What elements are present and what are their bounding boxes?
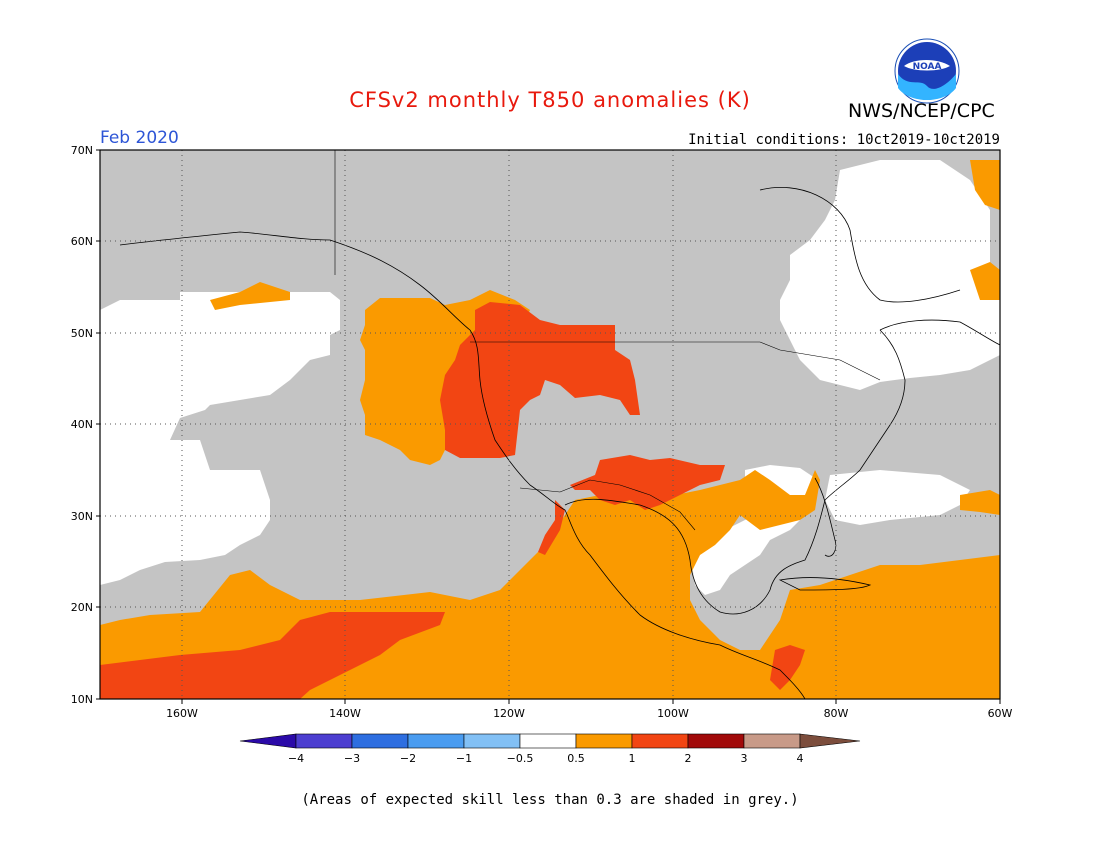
colorbar-cell-7 bbox=[687, 733, 745, 749]
coastline-gulf bbox=[564, 329, 906, 615]
lon-label-60w: 60W bbox=[988, 707, 1013, 720]
lon-label-140w: 140W bbox=[329, 707, 361, 720]
lat-label-70n: 70N bbox=[71, 144, 93, 157]
colorbar-label-2: −2 bbox=[400, 752, 416, 765]
lon-label-160w: 160W bbox=[166, 707, 198, 720]
forecast-period: Feb 2020 bbox=[100, 128, 179, 148]
lat-label-20n: 20N bbox=[71, 601, 93, 614]
colorbar-label-1: −3 bbox=[344, 752, 360, 765]
noaa-logo: NOAA bbox=[894, 38, 960, 104]
colorbar-label-0: −4 bbox=[288, 752, 304, 765]
coastline-hudson-bay bbox=[759, 187, 961, 303]
agency-label: NWS/NCEP/CPC bbox=[848, 100, 995, 122]
colorbar: −4 −3 −2 −1 −0.5 0.5 1 2 3 4 bbox=[239, 733, 861, 765]
white-region-gulf bbox=[692, 505, 810, 595]
colorbar-label-3: −1 bbox=[456, 752, 472, 765]
lat-label-30n: 30N bbox=[71, 510, 93, 523]
colorbar-arrow-high bbox=[799, 733, 861, 749]
colorbar-arrow-low bbox=[239, 733, 297, 749]
colorbar-cell-3 bbox=[463, 733, 521, 749]
red-region-tropical-pacific bbox=[100, 612, 445, 699]
red-region-pacific-northwest bbox=[440, 302, 640, 458]
orange-region-hudson bbox=[970, 160, 1000, 210]
lon-label-100w: 100W bbox=[657, 707, 689, 720]
lat-lon-grid bbox=[100, 150, 1000, 699]
colorbar-cell-1 bbox=[351, 733, 409, 749]
red-region-southern-plains bbox=[570, 455, 725, 510]
orange-region-alaska-gulf bbox=[210, 282, 290, 310]
white-region-atlantic bbox=[825, 470, 970, 525]
skill-footnote: (Areas of expected skill less than 0.3 a… bbox=[301, 792, 799, 808]
lat-label-40n: 40N bbox=[71, 418, 93, 431]
red-region-baja bbox=[538, 500, 565, 555]
border-us-canada bbox=[470, 341, 881, 381]
coastline-cuba bbox=[778, 577, 872, 591]
white-region-north-pacific bbox=[100, 292, 340, 585]
coastline-canada-east bbox=[879, 319, 1000, 346]
colorbar-cell-2 bbox=[407, 733, 465, 749]
lat-label-60n: 60N bbox=[71, 235, 93, 248]
coastline-florida bbox=[814, 477, 837, 557]
colorbar-label-4: −0.5 bbox=[507, 752, 534, 765]
lon-label-120w: 120W bbox=[493, 707, 525, 720]
noaa-logo-text: NOAA bbox=[913, 62, 942, 72]
coastlines bbox=[119, 187, 1000, 699]
colorbar-cell-4 bbox=[519, 733, 577, 749]
colorbar-cell-0 bbox=[295, 733, 353, 749]
map-title: CFSv2 monthly T850 anomalies (K) bbox=[349, 88, 751, 112]
lon-label-80w: 80W bbox=[824, 707, 849, 720]
colorbar-label-6: 1 bbox=[629, 752, 636, 765]
colorbar-label-8: 3 bbox=[741, 752, 748, 765]
colorbar-cell-5 bbox=[575, 733, 633, 749]
red-region-central-america bbox=[770, 645, 805, 690]
lat-label-10n: 10N bbox=[71, 693, 93, 706]
political-borders bbox=[334, 150, 881, 531]
coastline-north-america bbox=[119, 231, 806, 699]
colorbar-cell-6 bbox=[631, 733, 689, 749]
border-us-mexico bbox=[519, 479, 696, 531]
orange-region-labrador bbox=[970, 262, 1000, 300]
lat-label-50n: 50N bbox=[71, 327, 93, 340]
axis-ticks bbox=[96, 149, 1001, 704]
colorbar-label-9: 4 bbox=[797, 752, 804, 765]
colorbar-label-5: 0.5 bbox=[567, 752, 585, 765]
colorbar-cell-8 bbox=[743, 733, 801, 749]
colorbar-label-7: 2 bbox=[685, 752, 692, 765]
orange-region-atlantic-east bbox=[960, 490, 1000, 515]
initial-conditions: Initial conditions: 10ct2019-10ct2019 bbox=[688, 132, 1000, 148]
